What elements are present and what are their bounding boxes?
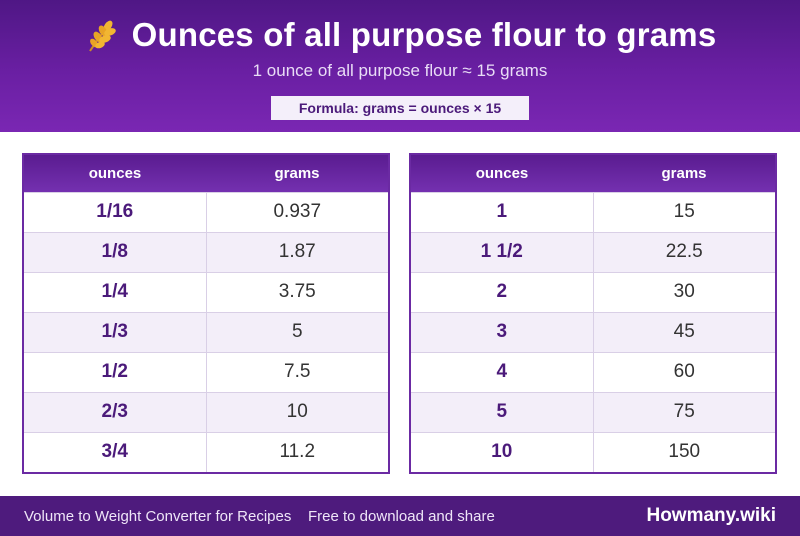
grams-cell: 3.75 — [206, 271, 388, 312]
grams-cell: 30 — [593, 271, 775, 312]
ounces-cell: 1/16 — [24, 191, 207, 232]
column-header-grams: grams — [206, 155, 388, 192]
grams-cell: 22.5 — [593, 231, 775, 272]
table-row: 1/3 5 — [24, 311, 388, 352]
footer-converter-text: Volume to Weight Converter for Recipes — [24, 508, 292, 525]
column-header-ounces: ounces — [24, 155, 206, 192]
table-row: 3 45 — [411, 311, 775, 352]
ounces-cell: 4 — [411, 351, 594, 392]
table-row: 2/3 10 — [24, 391, 388, 432]
table-row: 1 1/2 22.5 — [411, 231, 775, 272]
ounces-cell: 3/4 — [24, 431, 207, 472]
header-banner: Ounces of all purpose flour to grams 1 o… — [0, 0, 800, 132]
page-title: Ounces of all purpose flour to grams — [131, 16, 717, 53]
ounces-cell: 2/3 — [24, 391, 207, 432]
ounces-cell: 1/3 — [24, 311, 207, 352]
table-row: 2 30 — [411, 271, 775, 312]
ounces-cell: 2 — [411, 271, 594, 312]
footer-bar: Volume to Weight Converter for Recipes F… — [0, 496, 800, 536]
page-subtitle: 1 ounce of all purpose flour ≈ 15 grams — [252, 61, 548, 80]
conversion-table-left: ounces grams 1/16 0.937 1/8 1.87 1/4 3.75 1… — [22, 153, 390, 474]
grams-cell: 1.87 — [206, 231, 388, 272]
grams-cell: 5 — [206, 311, 388, 352]
table-row: 3/4 11.2 — [24, 431, 388, 472]
table-header-row: ounces grams — [411, 155, 775, 192]
grams-cell: 150 — [593, 431, 775, 472]
ounces-cell: 5 — [411, 391, 594, 432]
ounces-cell: 1/8 — [24, 231, 207, 272]
ounces-cell: 3 — [411, 311, 594, 352]
grams-cell: 0.937 — [206, 191, 388, 232]
ounces-cell: 10 — [411, 431, 594, 472]
table-row: 10 150 — [411, 431, 775, 472]
table-row: 1/16 0.937 — [24, 191, 388, 232]
table-row: 5 75 — [411, 391, 775, 432]
table-row: 1/8 1.87 — [24, 231, 388, 272]
formula-badge: Formula: grams = ounces × 15 — [271, 96, 529, 120]
grams-cell: 45 — [593, 311, 775, 352]
footer-share-text: Free to download and share — [308, 508, 495, 525]
table-row: 1/2 7.5 — [24, 351, 388, 392]
title-row: Ounces of all purpose flour to grams — [0, 14, 800, 56]
conversion-table-right: ounces grams 1 15 1 1/2 22.5 2 30 3 45 4 60 5… — [409, 153, 777, 474]
ounces-cell: 1/2 — [24, 351, 207, 392]
grams-cell: 15 — [593, 191, 775, 232]
grams-cell: 10 — [206, 391, 388, 432]
table-row: 1 15 — [411, 191, 775, 232]
brand-logo-text[interactable]: Howmany.wiki — [646, 505, 776, 526]
ounces-cell: 1/4 — [24, 271, 207, 312]
ounces-cell: 1 — [411, 191, 594, 232]
grams-cell: 75 — [593, 391, 775, 432]
table-row: 1/4 3.75 — [24, 271, 388, 312]
column-header-grams: grams — [593, 155, 775, 192]
grams-cell: 7.5 — [206, 351, 388, 392]
grams-cell: 60 — [593, 351, 775, 392]
grams-cell: 11.2 — [206, 431, 388, 472]
wheat-icon — [88, 20, 116, 52]
column-header-ounces: ounces — [411, 155, 593, 192]
ounces-cell: 1 1/2 — [411, 231, 594, 272]
table-row: 4 60 — [411, 351, 775, 392]
table-header-row: ounces grams — [24, 155, 388, 192]
